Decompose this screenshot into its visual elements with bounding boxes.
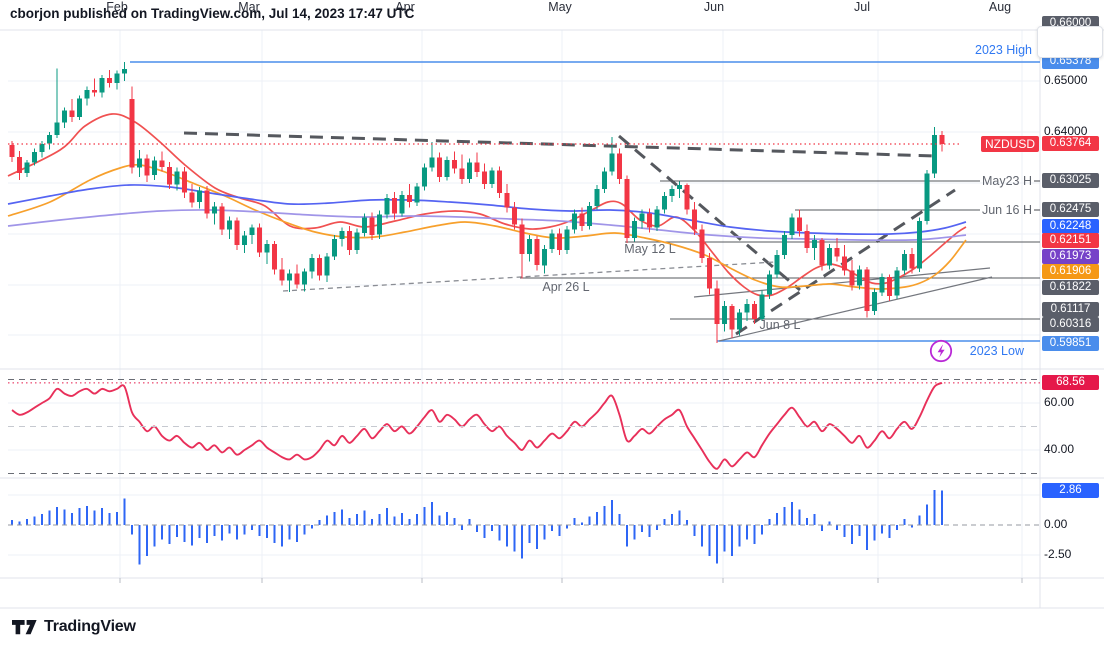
down-leg-dashed[interactable] [618, 134, 801, 292]
annotation-jun-16-h: Jun 16 H [981, 203, 1032, 217]
candlesticks [9, 62, 945, 343]
price-axis-label-0.65000: 0.65000 [1044, 73, 1088, 87]
price-badge-0.62151: 0.62151 [1042, 233, 1099, 248]
price-badge-0.63764: 0.63764 [1042, 136, 1099, 151]
x-axis-month-Aug[interactable]: Aug [988, 0, 1012, 14]
price-badge-0.60316: 0.60316 [1042, 317, 1099, 332]
hist-value-badge: 2.86 [1042, 482, 1099, 498]
price-badge-0.61906: 0.61906 [1042, 264, 1099, 279]
ma-line-blue[interactable] [7, 184, 967, 236]
thin-dashed-support[interactable] [282, 261, 776, 292]
annotation-2023-high: 2023 High [975, 43, 1032, 57]
ma-line-orange[interactable] [7, 163, 967, 290]
x-axis-month-Feb[interactable]: Feb [106, 0, 128, 14]
price-badge-0.61822: 0.61822 [1042, 280, 1099, 295]
price-badge-0.61117: 0.61117 [1042, 302, 1099, 317]
x-axis-month-May[interactable]: May [548, 0, 572, 14]
rising-wedge-upper[interactable] [693, 267, 991, 298]
ma-line-purple[interactable] [7, 209, 967, 242]
x-axis-month-Jun[interactable]: Jun [703, 0, 725, 14]
tradingview-logo-text: TradingView [44, 618, 136, 635]
x-axis-month-Jul[interactable]: Jul [854, 0, 870, 14]
empty-price-label-box [1037, 26, 1103, 58]
rsi-line[interactable] [11, 382, 943, 470]
hist-axis-0.00: 0.00 [1044, 517, 1068, 531]
price-badge-0.62475: 0.62475 [1042, 202, 1099, 217]
rsi-panel [11, 382, 943, 470]
idea-lightning-icon[interactable] [929, 339, 953, 368]
annotation-may23-h: May23 H [981, 174, 1032, 188]
gridlines [8, 30, 1040, 578]
tradingview-logo-mark [12, 619, 37, 634]
price-badge-0.62248: 0.62248 [1042, 219, 1099, 234]
rsi-value-badge: 68.56 [1042, 374, 1099, 390]
rsi-axis-60.00: 60.00 [1044, 395, 1075, 409]
x-axis-month-Apr[interactable]: Apr [395, 0, 415, 14]
price-label-066000-clipped: 0.66000 [1042, 16, 1099, 28]
histogram-panel [11, 490, 943, 565]
rsi-axis-40.00: 40.00 [1044, 442, 1075, 456]
publish-attribution-text: cborjon published on TradingView.com, Ju… [10, 6, 415, 21]
annotation-jun-8-l[interactable]: Jun 8 L [759, 318, 801, 332]
rising-wedge-lower[interactable] [718, 276, 993, 342]
price-badge-0.61973: 0.61973 [1042, 249, 1099, 264]
price-axis-label-0.64000: 0.64000 [1044, 124, 1088, 138]
annotation-apr-26-l[interactable]: Apr 26 L [542, 280, 590, 294]
annotation-2023-low: 2023 Low [969, 344, 1024, 358]
hist-axis--2.50: -2.50 [1044, 547, 1072, 561]
tradingview-logo[interactable]: TradingView [12, 618, 136, 636]
symbol-badge: NZDUSD [981, 136, 1039, 152]
x-axis-month-Mar[interactable]: Mar [238, 0, 260, 14]
annotation-may-12-l[interactable]: May 12 L [624, 242, 676, 256]
price-badge-0.63025: 0.63025 [1042, 173, 1099, 188]
price-badge-0.59851: 0.59851 [1042, 336, 1099, 351]
